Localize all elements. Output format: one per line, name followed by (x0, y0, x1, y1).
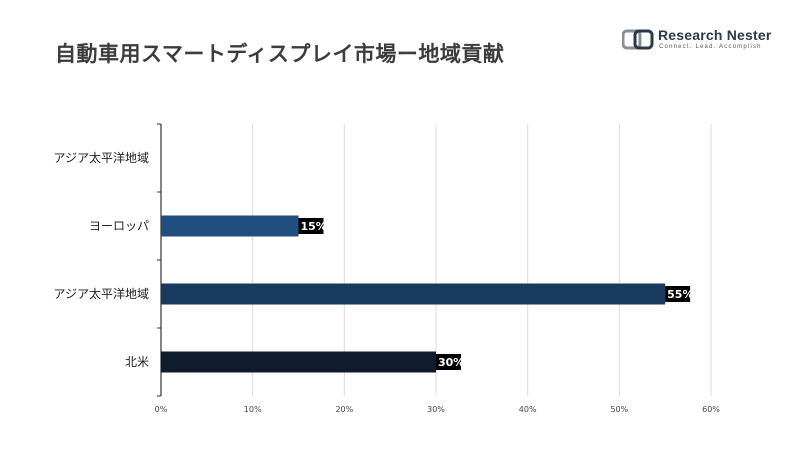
x-tick-label: 10% (244, 405, 262, 414)
category-label: アジア太平洋地域 (53, 150, 149, 165)
chart-title: 自動車用スマートディスプレイ市場ー地域貢献 (55, 42, 505, 66)
x-tick-labels: 0% 10% 20% 30% 40% 50% 60% (155, 405, 721, 414)
grid-lines (252, 124, 712, 396)
bar (161, 283, 666, 305)
y-axis (157, 123, 162, 397)
data-label-background (665, 286, 691, 302)
x-tick-label: 0% (155, 405, 168, 414)
logo-mark-icon (622, 29, 654, 50)
data-label-background (436, 354, 461, 370)
bars: 15% 55% 30% (161, 215, 694, 373)
x-tick-label: 20% (335, 405, 353, 414)
data-label: 55% (667, 288, 693, 301)
research-nester-logo: Research Nester Connect. Lead. Accomplis… (622, 27, 772, 57)
x-tick-label: 30% (427, 405, 445, 414)
category-label: 北米 (125, 355, 149, 369)
x-tick-label: 40% (519, 405, 537, 414)
data-label-background (298, 218, 324, 234)
bar (161, 351, 436, 373)
logo-tagline: Connect. Lead. Accomplish (659, 44, 762, 50)
x-tick-label: 60% (702, 405, 720, 414)
data-label: 15% (301, 220, 327, 233)
data-label: 30% (438, 356, 464, 369)
x-tick-label: 50% (610, 405, 628, 414)
bar (161, 215, 299, 237)
category-label: アジア太平洋地域 (53, 286, 149, 301)
logo-name: Research Nester (658, 27, 772, 43)
category-label: ヨーロッパ (89, 219, 149, 233)
